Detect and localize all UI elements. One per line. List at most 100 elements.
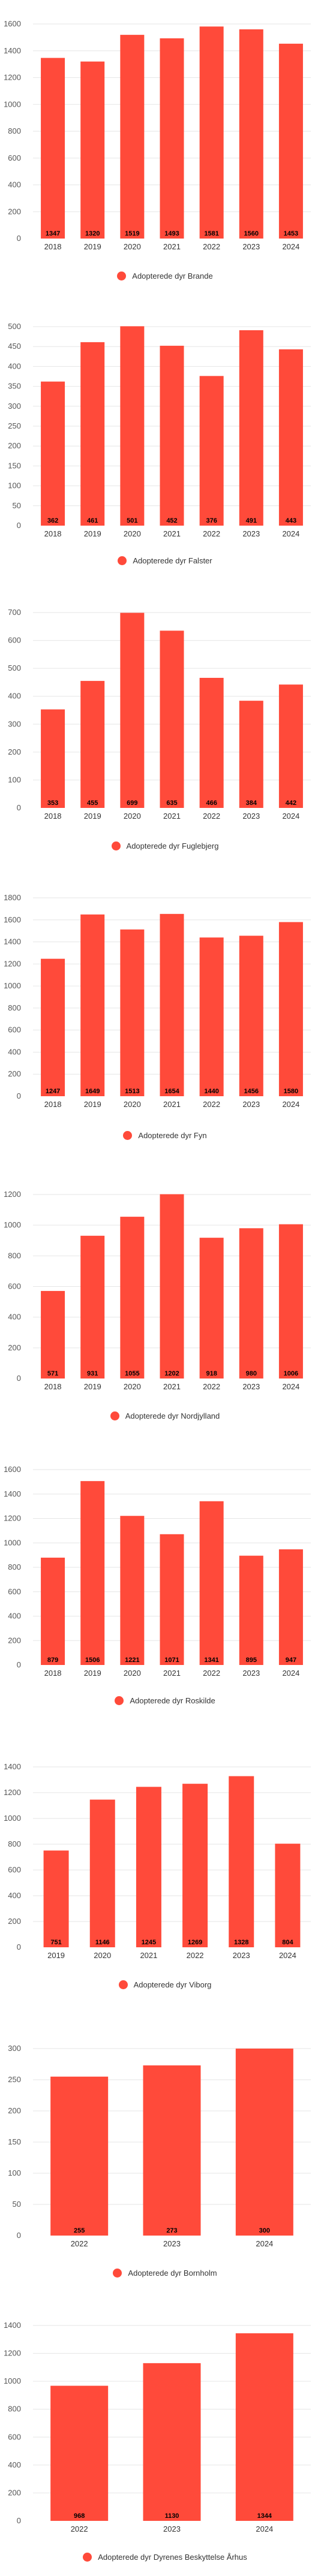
x-tick-label: 2022: [203, 812, 220, 821]
data-label: 918: [206, 1370, 217, 1377]
legend-label: Adopterede dyr Fuglebjerg: [126, 841, 219, 850]
x-tick-label: 2023: [242, 1382, 260, 1391]
bar: [41, 958, 65, 1096]
legend-swatch: [83, 2553, 92, 2562]
data-label: 1513: [125, 1088, 139, 1095]
y-tick-label: 800: [8, 1563, 21, 1571]
x-tick-label: 2019: [84, 1100, 101, 1109]
x-tick-label: 2023: [242, 1100, 260, 1109]
bar: [239, 936, 263, 1096]
data-label: 1581: [204, 230, 218, 237]
data-label: 353: [47, 800, 58, 807]
y-tick-label: 600: [8, 1025, 21, 1034]
y-tick-label: 500: [8, 663, 21, 672]
bar: [120, 1217, 145, 1379]
x-tick-label: 2022: [203, 1669, 220, 1678]
legend-swatch: [118, 1980, 128, 1989]
bar: [41, 1557, 65, 1665]
data-label: 1247: [46, 1088, 60, 1095]
y-tick-label: 400: [8, 692, 21, 701]
y-tick-label: 0: [17, 1091, 21, 1100]
bar: [41, 1290, 65, 1379]
x-tick-label: 2022: [71, 2239, 88, 2248]
y-tick-label: 600: [8, 636, 21, 645]
y-tick-label: 700: [8, 608, 21, 617]
bar: [278, 349, 303, 526]
chart-8: 0 200 400 600 800 1000 1200 1400 968 2022 1130 2023…: [4, 2321, 311, 2533]
legend-label: Adopterede dyr Dyrenes Beskyttelse Århus: [98, 2553, 247, 2562]
x-tick-label: 2024: [282, 1382, 299, 1391]
x-tick-label: 2024: [282, 1669, 299, 1678]
data-label: 1344: [257, 2512, 272, 2520]
bar: [50, 2076, 109, 2236]
bar: [199, 376, 224, 526]
y-tick-label: 600: [8, 153, 21, 162]
legend: Adopterede dyr Fuglebjerg: [0, 841, 330, 850]
data-label: 968: [74, 2512, 85, 2520]
x-tick-label: 2019: [84, 1382, 101, 1391]
y-tick-label: 300: [8, 402, 21, 411]
bar: [182, 1784, 208, 1947]
y-tick-label: 200: [8, 1343, 21, 1352]
y-tick-label: 600: [8, 2432, 21, 2441]
data-label: 1328: [234, 1939, 248, 1946]
legend-swatch: [110, 1411, 119, 1420]
y-tick-label: 100: [8, 2168, 21, 2177]
chart-5: 0 200 400 600 800 1000 1200 1400 1600 879 2018 1506…: [4, 1465, 311, 1678]
bar: [80, 1481, 105, 1665]
data-label: 895: [246, 1657, 257, 1664]
x-tick-label: 2020: [124, 1100, 141, 1109]
y-tick-label: 0: [17, 2516, 21, 2525]
x-tick-label: 2024: [282, 529, 299, 538]
y-tick-label: 1200: [4, 1190, 21, 1199]
y-tick-label: 0: [17, 1660, 21, 1669]
bar: [278, 1224, 303, 1379]
y-tick-label: 1400: [4, 46, 21, 55]
chart-1: 0 50 100 150 200 250 300 350 400 450 500 362 2018 461…: [8, 322, 311, 538]
data-label: 443: [286, 517, 296, 524]
legend-label: Adopterede dyr Brande: [132, 272, 213, 280]
y-tick-label: 400: [8, 180, 21, 189]
data-label: 491: [246, 517, 257, 524]
data-label: 1649: [85, 1088, 100, 1095]
data-label: 1456: [244, 1088, 259, 1095]
data-label: 980: [246, 1370, 257, 1377]
x-tick-label: 2020: [124, 1669, 141, 1678]
x-tick-label: 2022: [187, 1951, 204, 1960]
data-label: 300: [259, 2227, 270, 2234]
legend: Adopterede dyr Dyrenes Beskyttelse Århus: [0, 2553, 330, 2562]
data-label: 1245: [142, 1939, 156, 1946]
bar: [235, 2049, 293, 2236]
bar: [136, 1787, 161, 1947]
bar: [41, 58, 65, 239]
y-tick-label: 200: [8, 2106, 21, 2115]
y-tick-label: 0: [17, 521, 21, 530]
bar: [143, 2363, 201, 2521]
x-tick-label: 2020: [124, 242, 141, 251]
bar: [199, 937, 224, 1096]
y-tick-label: 1000: [4, 2376, 21, 2385]
bar: [80, 914, 105, 1096]
y-tick-label: 50: [13, 2200, 21, 2209]
y-tick-label: 800: [8, 126, 21, 135]
x-tick-label: 2021: [163, 1382, 181, 1391]
y-tick-label: 200: [8, 1636, 21, 1645]
data-label: 452: [166, 517, 177, 524]
data-label: 461: [87, 517, 98, 524]
bar: [199, 1501, 224, 1665]
x-tick-label: 2018: [44, 529, 62, 538]
bar: [160, 38, 184, 239]
y-tick-label: 1200: [4, 1788, 21, 1797]
y-tick-label: 800: [8, 1839, 21, 1848]
x-tick-label: 2024: [282, 242, 299, 251]
chart-0: 0 200 400 600 800 1000 1200 1400 1600 1347 2018 132…: [4, 19, 311, 251]
bar: [199, 677, 224, 808]
y-tick-label: 200: [8, 747, 21, 756]
data-label: 879: [47, 1657, 58, 1664]
legend: Adopterede dyr Brande: [0, 272, 330, 280]
y-tick-label: 1200: [4, 1514, 21, 1523]
bar: [120, 613, 145, 808]
data-label: 947: [286, 1657, 296, 1664]
bar: [80, 61, 105, 239]
